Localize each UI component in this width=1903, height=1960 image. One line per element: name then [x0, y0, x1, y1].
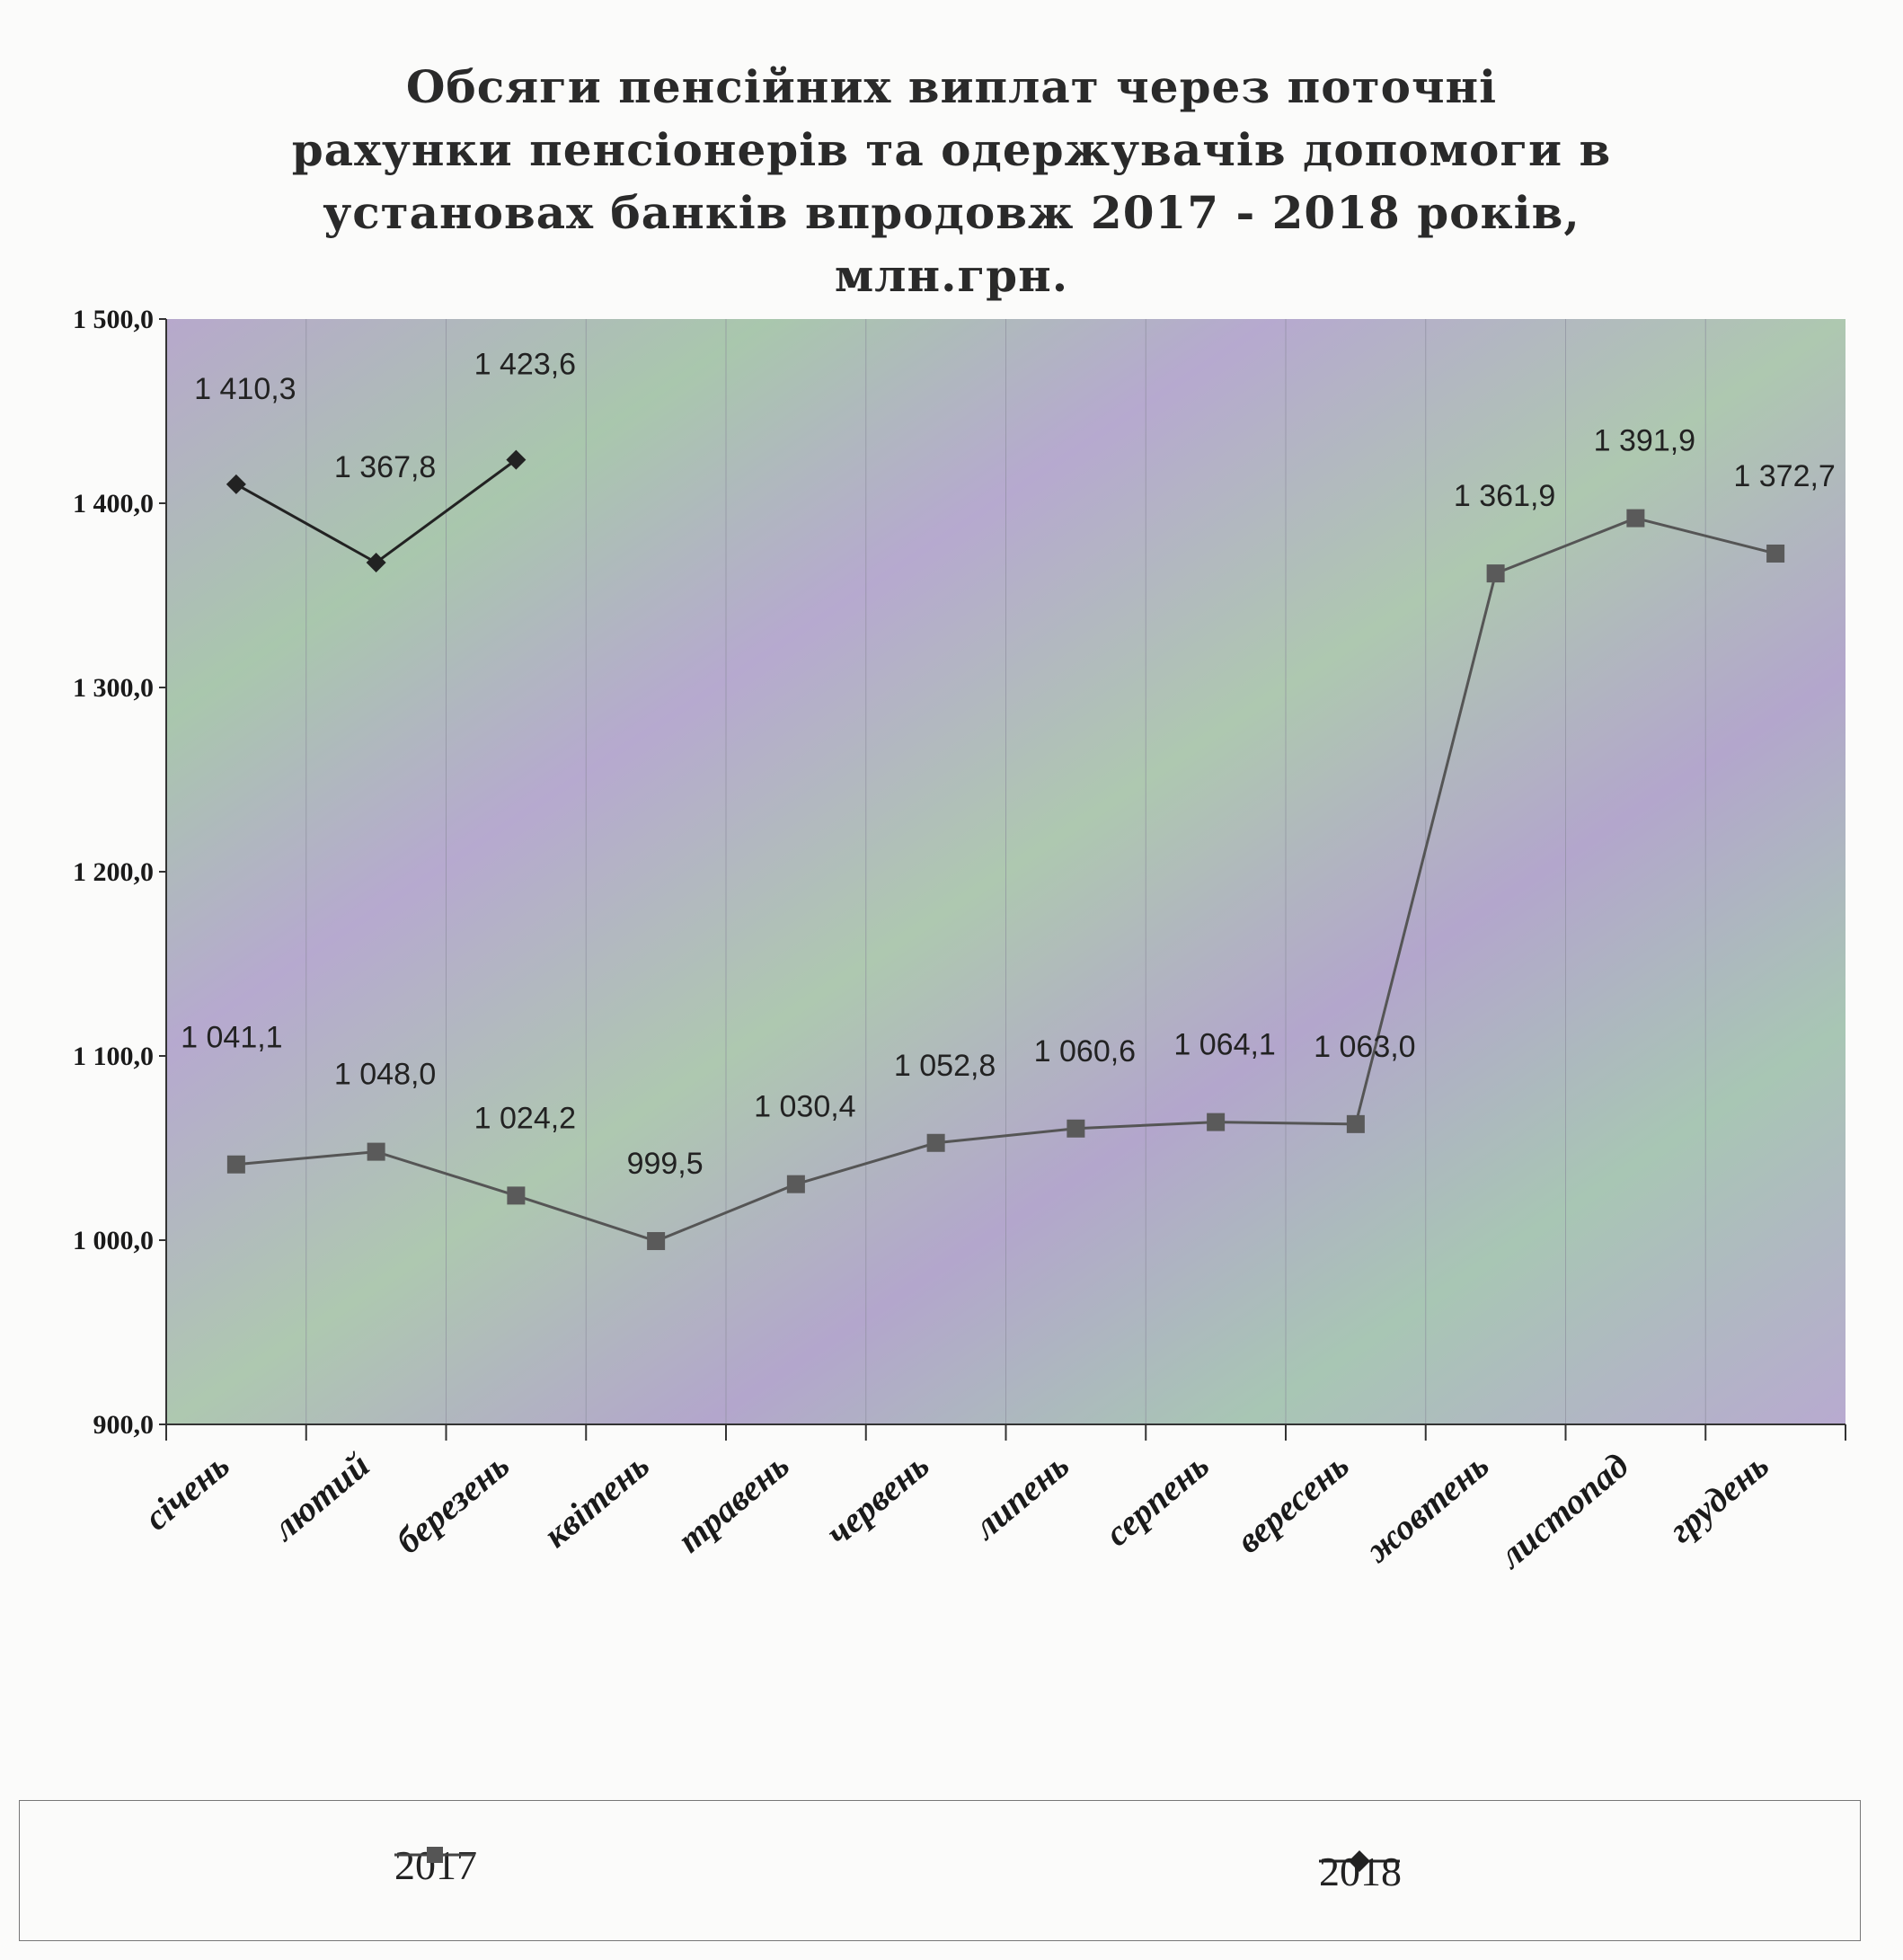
data-label-2017: 1 064,1 [1173, 1028, 1275, 1062]
y-tick-label: 1 200,0 [73, 857, 154, 887]
title-line-1: Обсяги пенсійних виплат через поточні [405, 60, 1498, 113]
data-label-2018: 1 367,8 [334, 450, 436, 484]
data-point-2017 [1626, 509, 1645, 528]
title-line-2: рахунки пенсіонерів та одержувачів допом… [291, 123, 1612, 176]
data-label-2017: 1 391,9 [1594, 424, 1695, 458]
data-point-2017 [926, 1133, 945, 1152]
data-label-2018: 1 423,6 [474, 348, 576, 382]
legend: 2017 2018 [19, 1800, 1861, 1941]
x-tick-label: квітень [535, 1444, 657, 1555]
data-point-2017 [647, 1232, 666, 1251]
y-tick-label: 900,0 [93, 1410, 155, 1440]
legend-item-2017: 2017 [394, 1841, 477, 1889]
data-point-2017 [786, 1175, 805, 1193]
x-tick-label: березень [388, 1444, 517, 1561]
data-point-2017 [507, 1186, 526, 1205]
x-tick-label: листопад [1490, 1444, 1636, 1576]
x-tick-label: лютий [263, 1444, 376, 1548]
data-point-2018 [226, 474, 246, 494]
legend-item-2018: 2018 [1319, 1848, 1402, 1895]
x-tick-label: травень [669, 1444, 796, 1560]
data-label-2017: 1 361,9 [1454, 479, 1555, 513]
y-tick-label: 1 100,0 [73, 1042, 154, 1071]
data-label-2017: 999,5 [627, 1147, 704, 1181]
x-tick-label: червень [819, 1444, 937, 1553]
data-point-2017 [1766, 544, 1785, 563]
data-point-2017 [1346, 1114, 1365, 1133]
data-label-2017: 1 024,2 [474, 1101, 576, 1135]
title-line-4: млн.грн. [834, 249, 1069, 302]
data-point-2017 [226, 1155, 245, 1174]
data-point-2018 [506, 449, 527, 470]
data-point-2017 [367, 1142, 385, 1161]
x-tick-label: грудень [1660, 1444, 1775, 1550]
y-tick-label: 1 500,0 [73, 305, 154, 334]
x-tick-label: вересень [1228, 1444, 1356, 1561]
x-tick-label: січень [137, 1444, 237, 1538]
data-label-2017: 1 041,1 [181, 1021, 282, 1055]
series-line-2017 [235, 517, 1776, 1243]
x-tick-label: жовтень [1357, 1444, 1496, 1570]
data-label-2017: 1 372,7 [1733, 459, 1835, 493]
data-label-2017: 1 052,8 [894, 1049, 996, 1083]
data-point-2017 [1486, 564, 1505, 583]
data-label-2017: 1 063,0 [1314, 1030, 1415, 1064]
y-tick-label: 1 000,0 [73, 1226, 154, 1255]
data-label-2017: 1 048,0 [334, 1058, 436, 1092]
square-marker-icon [394, 1847, 475, 1863]
data-point-2017 [1207, 1113, 1226, 1131]
data-point-2017 [1067, 1119, 1085, 1138]
line-chart: 900,0 1 000,0 1 100,0 1 200,0 1 300,0 1 400,0… [73, 305, 1846, 1577]
data-label-2018: 1 410,3 [194, 372, 296, 406]
x-tick-label: серпень [1097, 1444, 1217, 1554]
chart-title: Обсяги пенсійних виплат через поточні ра… [0, 56, 1903, 307]
data-point-2018 [366, 553, 386, 573]
diamond-marker-icon [1319, 1850, 1400, 1872]
x-tick-label: липень [964, 1444, 1076, 1548]
title-line-3: установах банків впродовж 2017 - 2018 ро… [323, 186, 1580, 239]
y-tick-label: 1 400,0 [73, 489, 154, 519]
y-tick-label: 1 300,0 [73, 673, 154, 703]
data-label-2017: 1 060,6 [1034, 1034, 1136, 1069]
plot-area: 900,0 1 000,0 1 100,0 1 200,0 1 300,0 1 400,0… [73, 305, 1846, 1577]
data-label-2017: 1 030,4 [754, 1090, 855, 1124]
